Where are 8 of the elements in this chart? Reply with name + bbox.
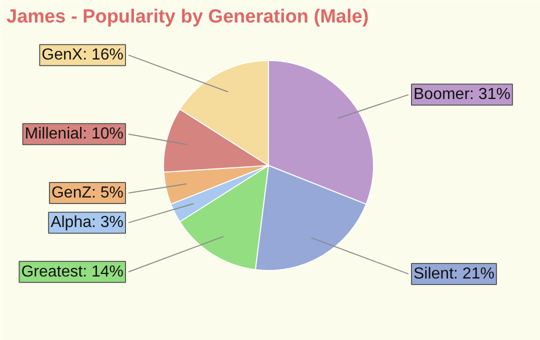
slice-label: GenZ: 5% [51,184,124,202]
slice-label: Boomer: 31% [414,86,510,104]
slice-label: Alpha: 3% [50,214,124,232]
slice-label: Greatest: 14% [21,263,124,280]
slice-label: Millenial: 10% [24,126,124,143]
slice-label: GenX: 16% [42,46,124,64]
slice-label: Silent: 21% [414,265,494,282]
chart-title: James - Popularity by Generation (Male) [6,6,369,28]
